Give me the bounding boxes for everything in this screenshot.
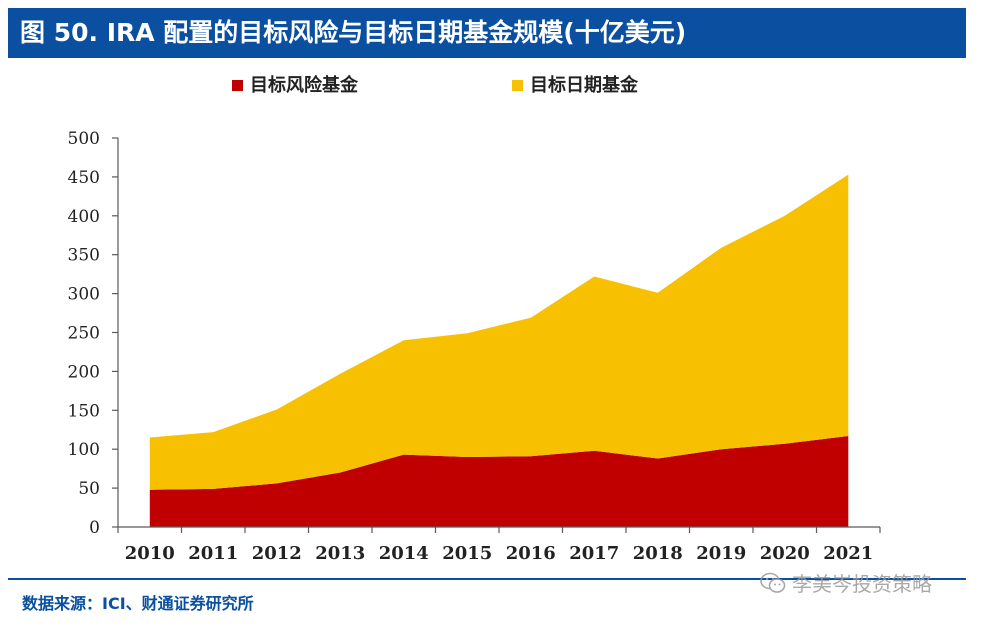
y-tick-label: 500 (68, 129, 100, 149)
x-tick-label: 2020 (760, 543, 810, 564)
x-tick-label: 2015 (442, 543, 492, 564)
y-tick-label: 50 (78, 479, 100, 499)
series-areas (149, 174, 849, 527)
axes: 0 50 100 150 200 250 300 350 400 450 500 2010 2011 20… (68, 129, 881, 564)
x-tick-label: 2021 (823, 543, 873, 564)
y-tick-label: 250 (68, 324, 100, 344)
stacked-area-chart: 目标风险基金 目标日期基金 0 50 100 150 200 250 300 350 400 450… (68, 74, 881, 564)
chart-title: 图 50. IRA 配置的目标风险与目标日期基金规模(十亿美元) (20, 18, 687, 47)
wechat-icon (760, 572, 786, 593)
x-tick-label: 2018 (633, 543, 683, 564)
area-series-1 (149, 436, 849, 527)
x-tick-label: 2013 (315, 543, 365, 564)
data-source: 数据来源：ICI、财通证券研究所 (22, 594, 254, 613)
y-tick-label: 0 (89, 518, 100, 538)
y-tick-label: 200 (68, 362, 100, 382)
legend-swatch-1 (232, 80, 243, 91)
x-tick-label: 2010 (125, 543, 175, 564)
y-tick-label: 400 (68, 207, 100, 227)
legend-label-2: 目标日期基金 (530, 74, 639, 96)
watermark: 李美岑投资策略 (760, 568, 932, 597)
y-tick-label: 450 (68, 168, 100, 188)
chart-title-bar: 图 50. IRA 配置的目标风险与目标日期基金规模(十亿美元) (8, 8, 966, 58)
footer-divider (8, 578, 966, 580)
x-tick-label: 2011 (188, 543, 238, 564)
x-tick-label: 2014 (379, 543, 429, 564)
x-tick-label: 2017 (569, 543, 619, 564)
x-tick-label: 2012 (252, 543, 302, 564)
legend-label-1: 目标风险基金 (250, 74, 359, 96)
x-tick-label: 2016 (506, 543, 556, 564)
legend: 目标风险基金 目标日期基金 (232, 74, 639, 96)
y-tick-label: 100 (68, 440, 100, 460)
area-series-2 (149, 174, 849, 490)
chart-area: 目标风险基金 目标日期基金 0 50 100 150 200 250 300 350 400 450… (0, 58, 998, 578)
y-tick-label: 150 (68, 401, 100, 421)
y-tick-label: 350 (68, 246, 100, 266)
x-tick-label: 2019 (696, 543, 746, 564)
y-tick-label: 300 (68, 285, 100, 305)
legend-swatch-2 (512, 80, 523, 91)
watermark-text: 李美岑投资策略 (792, 572, 932, 596)
